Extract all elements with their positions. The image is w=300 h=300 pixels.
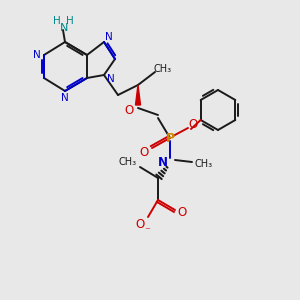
Text: H: H — [53, 16, 61, 26]
Text: O: O — [188, 118, 198, 130]
Text: O: O — [124, 104, 134, 118]
Text: N: N — [33, 50, 41, 60]
Text: N: N — [158, 157, 168, 169]
Text: N: N — [105, 32, 113, 42]
Text: CH₃: CH₃ — [119, 157, 137, 167]
Polygon shape — [136, 85, 140, 105]
Text: N: N — [61, 93, 69, 103]
Text: N: N — [107, 74, 115, 84]
Text: CH₃: CH₃ — [195, 159, 213, 169]
Text: O: O — [135, 218, 145, 232]
Text: CH₃: CH₃ — [154, 64, 172, 74]
Text: O: O — [140, 146, 148, 160]
Text: O: O — [177, 206, 187, 218]
Text: P: P — [165, 131, 175, 145]
Text: H: H — [66, 16, 74, 26]
Text: ⁻: ⁻ — [144, 226, 150, 236]
Text: N: N — [60, 23, 68, 33]
